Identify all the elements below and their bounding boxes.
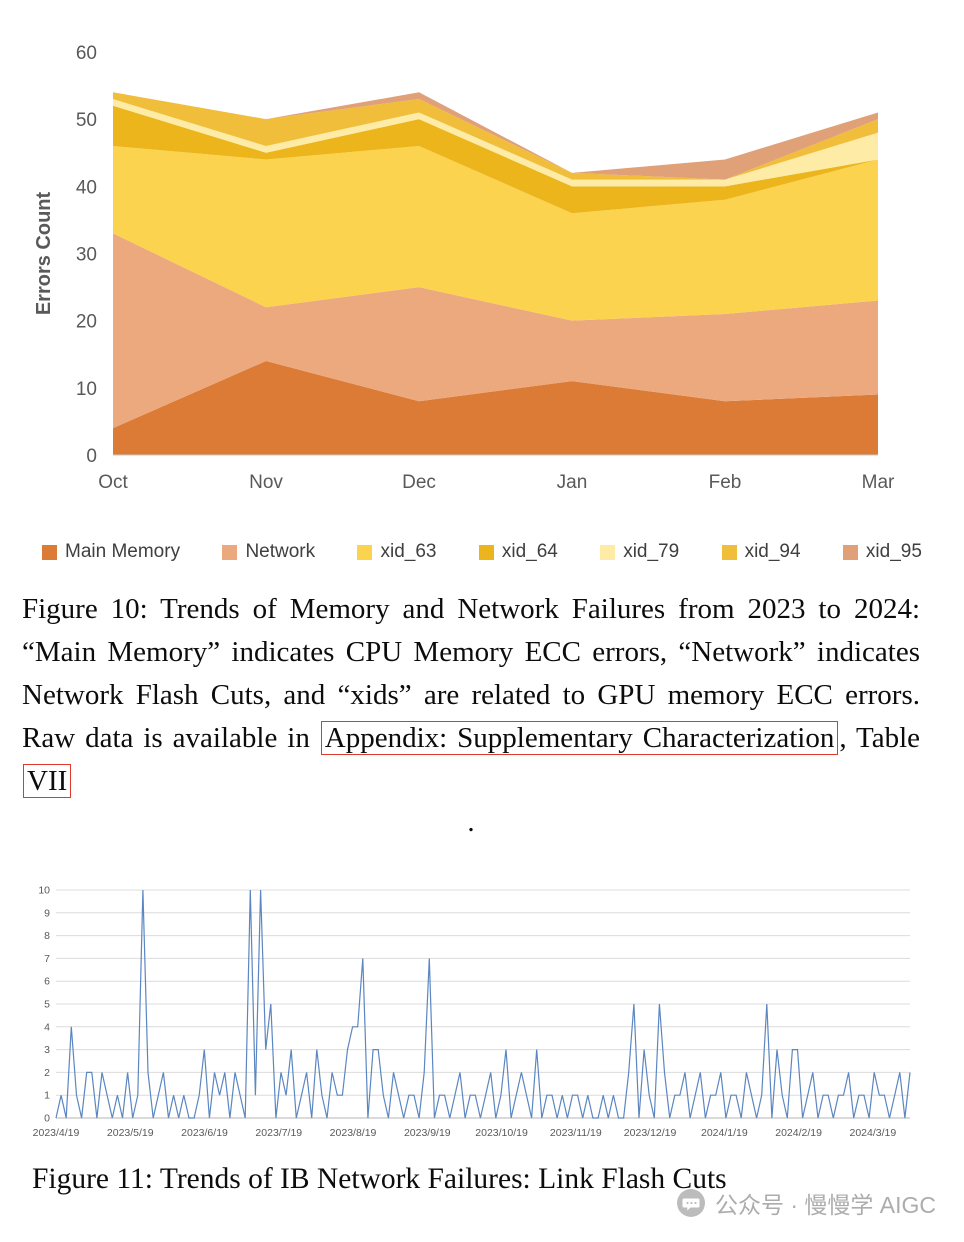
svg-text:20: 20 [76,312,97,333]
svg-text:2023/7/19: 2023/7/19 [255,1127,302,1139]
svg-text:Nov: Nov [249,472,283,493]
legend-label: xid_79 [623,541,680,562]
svg-text:2024/2/19: 2024/2/19 [775,1127,822,1139]
legend-label: xid_95 [865,541,922,562]
legend-item-xid_95: xid_95 [842,541,922,563]
figure11-caption: Figure 11: Trends of IB Network Failures… [32,1163,727,1195]
svg-text:2023/12/19: 2023/12/19 [624,1127,677,1139]
svg-text:0: 0 [44,1113,50,1125]
svg-text:2023/4/19: 2023/4/19 [33,1127,80,1139]
svg-text:2: 2 [44,1067,50,1079]
svg-text:40: 40 [76,177,97,198]
svg-text:2023/9/19: 2023/9/19 [404,1127,451,1139]
flash-cuts-line [55,889,911,1119]
svg-text:8: 8 [44,930,50,942]
svg-text:3: 3 [44,1044,50,1056]
svg-text:30: 30 [76,245,97,266]
svg-text:Feb: Feb [709,472,742,493]
svg-text:5: 5 [44,999,50,1011]
svg-text:2023/6/19: 2023/6/19 [181,1127,228,1139]
svg-text:Dec: Dec [402,472,436,493]
svg-text:Mar: Mar [862,472,895,493]
legend-label: Network [245,541,316,562]
legend-label: xid_63 [380,541,437,562]
figure10-caption-text: Figure 10: Trends of Memory and Network … [22,593,920,754]
svg-text:2023/11/19: 2023/11/19 [550,1127,602,1139]
legend-swatch [721,544,737,560]
legend-item-xid_94: xid_94 [721,541,801,563]
svg-text:2023/5/19: 2023/5/19 [107,1127,154,1139]
figure10-caption-mid: , Table [839,722,920,754]
legend-swatch [842,544,858,560]
svg-text:2023/10/19: 2023/10/19 [475,1127,528,1139]
legend-swatch [222,544,238,560]
watermark: 公众号 · 慢慢学 AIGC [676,1186,936,1220]
area-band-xid_95 [113,92,878,180]
svg-text:7: 7 [44,953,50,965]
figure10-caption-period: . [467,806,475,838]
stacked-area-bands [113,92,878,455]
wechat-chat-bubble-icon [676,1189,705,1217]
y-axis-ticks: 0 10 20 30 40 50 60 [76,43,97,467]
y-axis-title: Errors Count [33,191,55,315]
svg-text:Jan: Jan [557,472,588,493]
legend-swatch [478,544,494,560]
svg-text:10: 10 [76,379,97,400]
watermark-text: 公众号 · 慢慢学 AIGC [714,1192,936,1218]
svg-text:2023/8/19: 2023/8/19 [330,1127,377,1139]
figure10-caption: Figure 10: Trends of Memory and Network … [22,588,920,803]
svg-text:1: 1 [44,1090,50,1102]
legend-item-network: Network [222,541,315,563]
legend-item-xid_63: xid_63 [357,541,436,563]
y-axis-ticks: 0 1 2 3 4 5 6 7 8 9 10 [38,885,50,1125]
svg-text:9: 9 [44,907,50,919]
legend-label: xid_64 [501,541,558,562]
x-axis-labels: 2023/4/19 2023/5/19 2023/6/19 2023/7/19 2023… [33,1127,897,1139]
svg-text:2024/1/19: 2024/1/19 [701,1127,748,1139]
gridlines [56,889,910,1119]
svg-text:60: 60 [76,43,97,64]
svg-text:50: 50 [76,110,97,131]
area-band-xid_63 [113,146,878,321]
legend-swatch [600,544,616,560]
legend-item-xid_64: xid_64 [478,541,558,563]
svg-text:6: 6 [44,976,50,988]
legend-swatch [357,544,373,560]
legend-item-xid_79: xid_79 [600,541,679,563]
x-axis-labels: Oct Nov Dec Jan Feb Mar [98,472,895,493]
appendix-link-box[interactable]: Appendix: Supplementary Characterization [320,721,839,755]
svg-text:0: 0 [86,446,97,467]
svg-text:4: 4 [44,1021,50,1033]
legend-label: Main Memory [65,541,181,562]
memory-network-failures-area-chart: 0 10 20 30 40 50 60 Oct Nov Dec Jan Feb Mar Errors Co… [33,43,895,493]
legend-item-main-memory: Main Memory [42,541,180,563]
table-vii-link-box[interactable]: VII [23,764,72,798]
area-band-network [113,233,878,429]
svg-text:2024/3/19: 2024/3/19 [850,1127,897,1139]
area-band-main-memory [113,360,878,455]
legend-swatch [42,544,57,560]
legend-label: xid_94 [744,541,801,562]
svg-text:Oct: Oct [98,472,128,493]
area-chart-legend: Main Memory Network xid_63 xid_64 xid_79 xid_… [42,541,922,563]
svg-text:10: 10 [38,885,50,897]
